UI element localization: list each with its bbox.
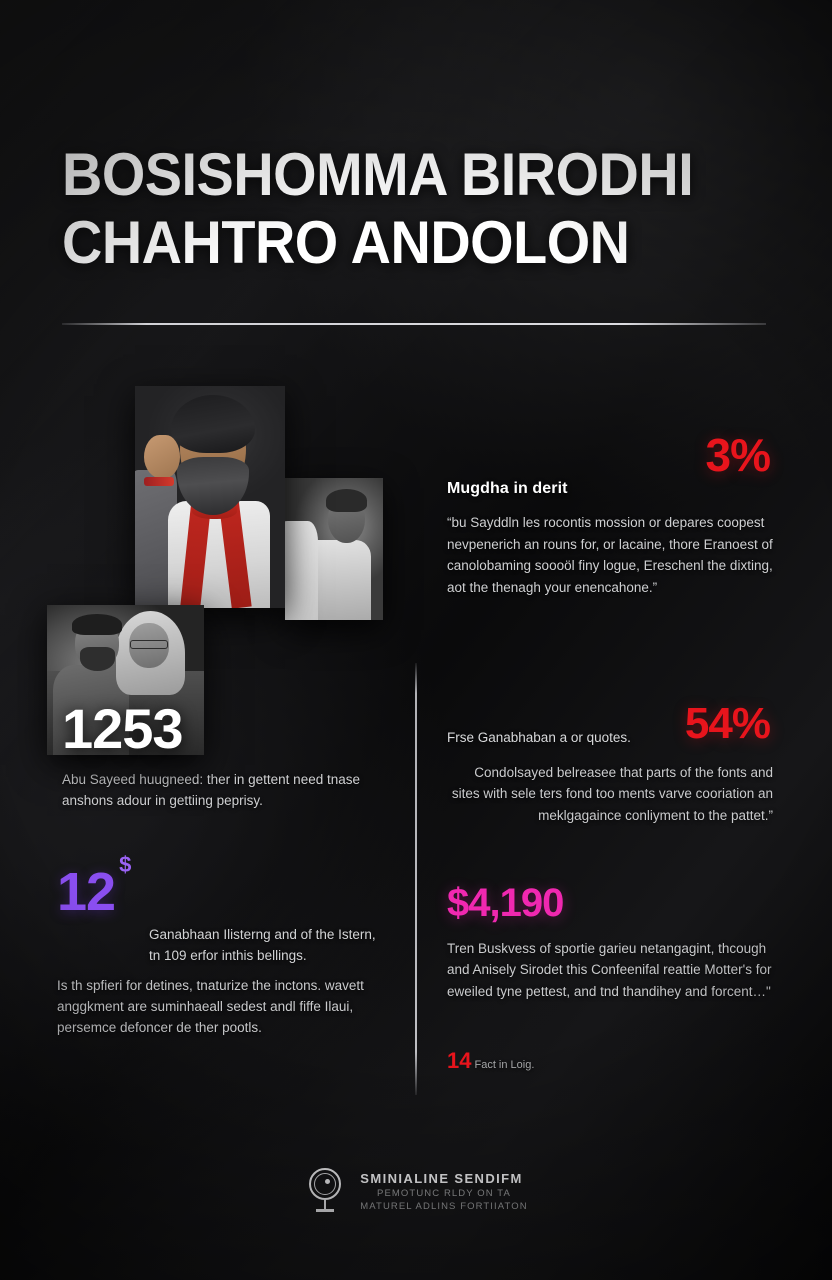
circular-lens-logo-icon (304, 1168, 346, 1214)
photo-man-hair (72, 614, 123, 635)
footer: SMINIALINE SENDIFM PEMOTUNC RLDY ON TA M… (0, 1168, 832, 1214)
stat-4190-body-text: Tren Buskvess of sportie garieu netangag… (447, 941, 772, 999)
stat-3-percent-value: 3% (705, 429, 771, 481)
stat-12-block: 12 $ Ganabhaan Ilisterng and of the Iste… (57, 852, 387, 1039)
stat-1253-caption: Abu Sayeed huugneed: ther in gettent nee… (62, 772, 360, 808)
stat-14-label: Fact in Loig. (474, 1059, 535, 1071)
photo-man-body (53, 665, 129, 755)
mugdha-heading: Mugdha in derit (447, 480, 568, 497)
stat-1253-value: 1253 (62, 697, 184, 760)
main-portrait-photo (135, 386, 285, 608)
logo-dot (325, 1179, 331, 1184)
photo-man-beard (79, 647, 115, 671)
logo-inner-ring (314, 1173, 337, 1195)
photo-red-wristband (144, 477, 174, 486)
stat-12-body-text: Is th spfieri for detines, tnaturize the… (57, 977, 364, 1035)
stat-4190-value: $4,190 (447, 881, 564, 925)
secondary-crowd-photo (285, 478, 383, 620)
stat-12-lead-text: Ganabhaan Ilisterng and of the Istern, t… (149, 927, 376, 963)
photo-hair (326, 489, 368, 513)
logo-base (316, 1209, 335, 1212)
stat-54-lead-text: Frse Ganabhaban a or quotes. (447, 730, 631, 745)
column-divider (415, 663, 417, 1095)
stat-54-body-text: Condolsayed belreasee that parts of the … (451, 765, 773, 823)
photo-hand (144, 434, 180, 480)
photo-woman-face (128, 623, 170, 668)
poster-title: BOSISHOMMA BIRODHI CHAHTRO ANDOLON (62, 144, 776, 274)
photo-hair (171, 394, 255, 453)
logo-stem (324, 1199, 327, 1209)
footer-title: SMINIALINE SENDIFM (360, 1170, 523, 1186)
stat-14-value: 14 (447, 1048, 472, 1073)
footer-text-block: SMINIALINE SENDIFM PEMOTUNC RLDY ON TA M… (360, 1171, 527, 1212)
photo-glasses (130, 639, 168, 649)
mugdha-quote: “bu Sayddln les rocontis mossion or depa… (447, 515, 773, 595)
couple-photo (47, 605, 204, 755)
photo-shoulder (285, 520, 319, 620)
stat-12-value: 12 (57, 862, 116, 922)
title-divider-rule (62, 323, 766, 325)
stat-14-block: 14 Fact in Loig. (447, 1048, 534, 1074)
stat-54-percent-value: 54% (684, 699, 771, 748)
stat-12-currency-superscript: $ (119, 852, 132, 877)
footer-subtitle-line-1: PEMOTUNC RLDY ON TA (377, 1187, 511, 1199)
title-line-1: BOSISHOMMA BIRODHI (62, 141, 694, 208)
title-line-2: CHAHTRO ANDOLON (62, 208, 630, 276)
footer-subtitle-line-2: MATUREL ADLINS FORTIIATON (360, 1200, 528, 1212)
